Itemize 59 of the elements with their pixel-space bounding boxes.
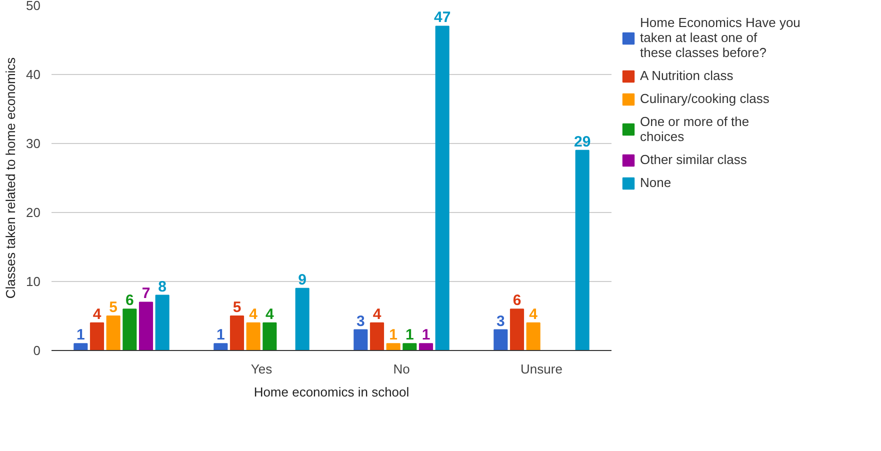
data-label: 3	[496, 312, 505, 330]
y-tick-label: 40	[26, 67, 41, 82]
bar	[74, 343, 88, 350]
data-label: 8	[158, 278, 167, 296]
bar	[386, 343, 400, 350]
bar	[122, 308, 137, 350]
data-label: 1	[76, 326, 85, 344]
data-label: 1	[216, 326, 225, 344]
bar	[526, 322, 540, 350]
bar	[295, 288, 310, 350]
bar	[370, 322, 384, 350]
data-label: 47	[434, 9, 451, 26]
x-tick-label: No	[393, 362, 410, 376]
data-label: 1	[405, 326, 414, 344]
data-label: 29	[574, 133, 591, 150]
data-label: 5	[109, 299, 118, 316]
bar	[138, 302, 154, 350]
bar	[262, 322, 277, 350]
data-label: 5	[232, 299, 242, 316]
data-label: 3	[356, 312, 365, 330]
legend-label: Home Economics Have you taken at least one of these classes before?	[640, 15, 800, 60]
data-label: 7	[142, 285, 150, 302]
legend-label: Culinary/cooking class	[640, 91, 770, 106]
bar	[418, 343, 434, 350]
y-tick-label: 0	[33, 343, 41, 358]
data-label: 4	[372, 306, 382, 323]
data-label: 9	[298, 271, 307, 288]
legend-label: One or more of the choices	[640, 114, 750, 144]
bar	[435, 26, 450, 350]
data-label: 6	[512, 292, 522, 310]
y-tick-label: 30	[26, 136, 41, 151]
bar	[494, 329, 508, 350]
bar	[246, 322, 260, 350]
data-label: 4	[529, 306, 538, 323]
data-label: 1	[422, 326, 430, 344]
bar	[106, 316, 120, 350]
bar	[354, 329, 368, 350]
data-label: 4	[249, 306, 258, 323]
bar	[90, 322, 104, 350]
data-label: 1	[389, 326, 398, 344]
data-label: 6	[125, 292, 134, 310]
bar	[214, 343, 228, 350]
x-tick-label: Yes	[250, 362, 273, 376]
bar	[510, 308, 524, 350]
bar	[402, 343, 417, 350]
x-tick-label: Unsure	[520, 362, 562, 376]
legend-label: A Nutrition class	[640, 68, 734, 83]
data-label: 4	[92, 306, 102, 323]
y-axis-title: Classes taken related to home economics	[3, 56, 18, 299]
legend-label: Other similar class	[640, 152, 747, 167]
y-tick-label: 10	[26, 274, 41, 289]
x-axis-title: Home economics in school	[254, 384, 410, 400]
bar	[230, 316, 244, 350]
legend-label: None	[640, 175, 672, 190]
data-label: 4	[265, 306, 274, 323]
y-tick-label: 50	[26, 0, 41, 13]
y-tick-label: 20	[26, 205, 41, 220]
bar	[155, 294, 170, 350]
bar	[575, 150, 590, 350]
